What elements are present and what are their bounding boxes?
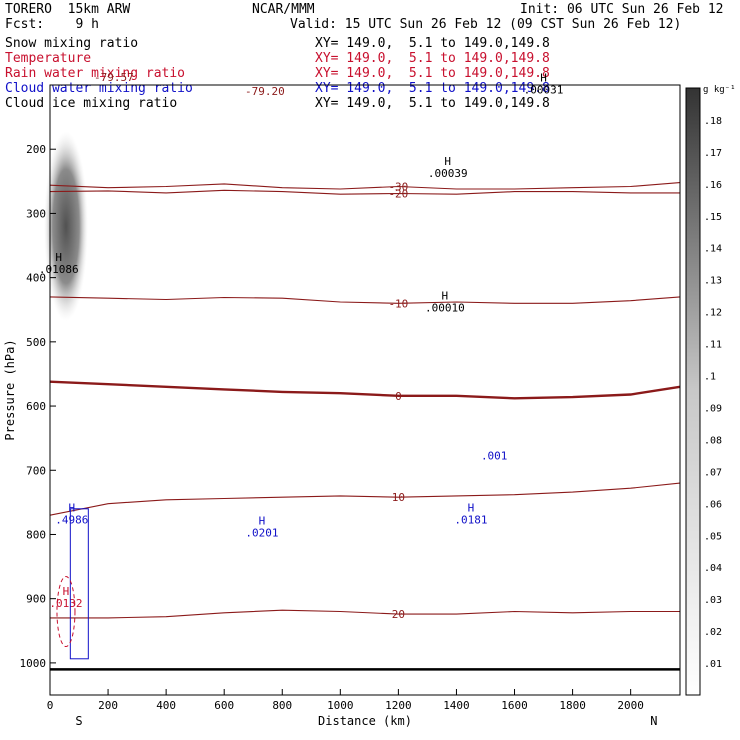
x-tick-label: 200 [98,699,118,712]
y-tick-label: 1000 [20,657,47,670]
rain-water-contour [56,576,76,648]
colorbar-tick-label: .16 [704,180,722,191]
x-tick-label: 1000 [327,699,354,712]
temperature-contour [49,189,680,195]
colorbar-tick-label: .17 [704,148,722,159]
x-tick-label: 1200 [385,699,412,712]
field-label-temperature: Temperature [5,51,92,66]
contour-label: 20 [392,608,405,621]
contour-label: -10 [388,297,408,310]
endpoint-right: N [650,714,657,728]
valid-time: Valid: 15 UTC Sun 26 Feb 12 (09 CST Sun … [290,17,682,32]
colorbar-tick-label: .15 [704,212,722,223]
field-label-cloud-ice: Cloud ice mixing ratio [5,96,178,111]
y-tick-label: 600 [26,400,46,413]
colorbar-tick-label: .18 [704,116,722,127]
contour-label: -30 [388,180,408,193]
temperature-contour [49,380,681,400]
maximum-value: .4986 [55,514,88,527]
colorbar-tick-label: .03 [704,595,722,606]
field-xy-cloud-water: XY= 149.0, 5.1 to 149.0,149.8 [315,81,550,96]
field-xy-snow: XY= 149.0, 5.1 to 149.0,149.8 [315,36,550,51]
x-tick-label: 800 [272,699,292,712]
colorbar-tick-label: .04 [704,563,722,574]
colorbar-tick-label: .05 [704,531,722,542]
colorbar-tick-label: .01 [704,659,722,670]
cloud-water-contour [69,508,89,660]
maximum-value: .00039 [428,167,468,180]
y-tick-label: 700 [26,464,46,477]
y-tick-label: 200 [26,143,46,156]
maximum-marker: H [468,502,475,515]
x-tick-label: 400 [156,699,176,712]
x-axis-label: Distance (km) [318,714,412,728]
temperature-contour [50,609,680,619]
temperature-contour [49,482,681,516]
maximum-value: .01086 [39,263,79,276]
top-contour-label: -79.20 [245,85,285,98]
colorbar-tick-label: .02 [704,627,722,638]
init-time: Init: 06 UTC Sun 26 Feb 12 [520,2,724,17]
maximum-value: .00010 [425,302,465,315]
snow-plume [43,131,88,322]
y-tick-label: 300 [26,207,46,220]
field-xy-cloud-ice: XY= 149.0, 5.1 to 149.0,149.8 [315,96,550,111]
contour-label: 0 [395,390,402,403]
endpoint-left: S [75,714,82,728]
field-label-cloud-water: Cloud water mixing ratio [5,81,193,96]
x-tick-label: 600 [214,699,234,712]
plot-frame [49,84,681,696]
field-label-rain: Rain water mixing ratio [5,66,186,81]
y-tick-label: 800 [26,528,46,541]
maximum-value: .001 [481,449,508,462]
contour-label: 10 [392,491,405,504]
x-tick-label: 0 [47,699,54,712]
x-tick-label: 2000 [617,699,644,712]
maximum-value: .0132 [49,597,82,610]
maximum-marker: H [55,251,62,264]
model-title: TORERO 15km ARW [5,2,131,17]
temperature-contour [49,296,681,304]
x-tick-label: 1800 [559,699,586,712]
colorbar-tick-label: .07 [704,467,722,478]
y-axis-label: Pressure (hPa) [3,339,17,440]
field-xy-rain: XY= 149.0, 5.1 to 149.0,149.8 [315,66,550,81]
colorbar-tick-label: .12 [704,308,722,319]
contour-label: -20 [388,188,408,201]
colorbar-tick-label: .14 [704,244,722,255]
colorbar-unit: g kg⁻¹ [703,85,736,95]
colorbar-tick-label: .08 [704,435,722,446]
maximum-marker: H [259,514,266,527]
maximum-marker: H [442,290,449,303]
colorbar-tick-label: .1 [704,372,716,383]
x-tick-label: 1400 [443,699,470,712]
org-label: NCAR/MMM [252,2,315,17]
field-label-snow: Snow mixing ratio [5,36,139,51]
colorbar-tick-label: .06 [704,499,722,510]
y-tick-label: 500 [26,336,46,349]
forecast-hour: Fcst: 9 h [5,17,99,32]
maximum-marker: H [68,502,75,515]
temperature-contour [49,182,681,190]
maximum-marker: H [444,155,451,168]
colorbar-tick-label: .11 [704,340,722,351]
colorbar-tick-label: .09 [704,403,722,414]
x-tick-label: 1600 [501,699,528,712]
y-tick-label: 900 [26,593,46,606]
colorbar-tick-label: .13 [704,276,722,287]
field-xy-temperature: XY= 149.0, 5.1 to 149.0,149.8 [315,51,550,66]
maximum-value: .0181 [454,514,487,527]
colorbar [685,87,701,696]
y-tick-label: 400 [26,272,46,285]
maximum-marker: H [63,585,70,598]
maximum-value: .0201 [245,526,278,539]
